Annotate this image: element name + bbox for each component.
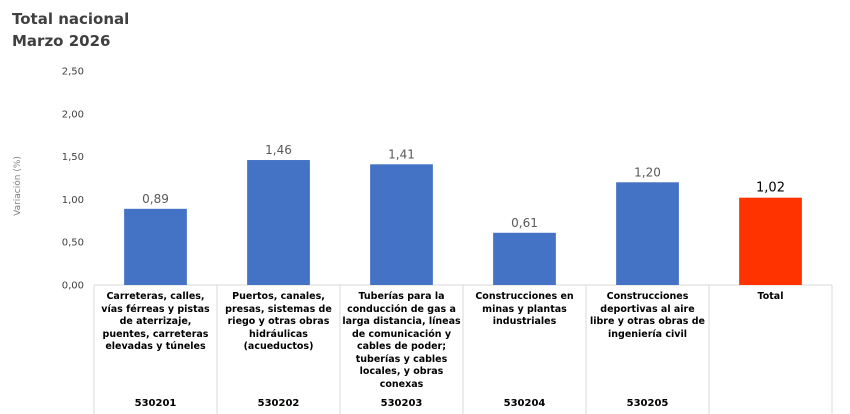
- y-tick-label: 1,50: [62, 152, 84, 163]
- y-tick-label: 1,00: [62, 195, 84, 206]
- bar-total: [739, 197, 802, 285]
- category-label: Total: [757, 291, 784, 302]
- category-label: Tuberías para la conducción de gas a lar…: [342, 291, 461, 390]
- data-label: 1,41: [388, 147, 415, 161]
- data-label: 1,20: [634, 165, 661, 179]
- category-code: 530202: [257, 398, 300, 409]
- category-code: 530204: [503, 398, 546, 409]
- category-code: 530205: [626, 398, 669, 409]
- bar: [124, 208, 187, 285]
- bar: [493, 232, 556, 285]
- bar: [616, 182, 679, 285]
- category-label: Construcciones en minas y plantas indust…: [475, 291, 574, 327]
- category-label: Construcciones deportivas al aire libre …: [589, 291, 705, 340]
- data-label: 1,46: [265, 143, 292, 157]
- y-tick-label: 2,50: [62, 67, 84, 78]
- category-code: 530201: [134, 398, 177, 409]
- data-label: 0,89: [142, 192, 169, 206]
- bar: [370, 164, 433, 285]
- y-tick-label: 0,50: [62, 238, 84, 249]
- data-label: 1,02: [756, 181, 785, 196]
- y-axis-label: Variación (%): [12, 156, 23, 216]
- chart-title-line2: Marzo 2026: [12, 32, 111, 50]
- chart-title: Total nacional Marzo 2026: [12, 8, 129, 52]
- y-tick-label: 0,00: [62, 281, 84, 292]
- data-label: 0,61: [511, 216, 538, 230]
- y-tick-label: 2,00: [62, 109, 84, 120]
- category-code: 530203: [380, 398, 423, 409]
- chart-title-line1: Total nacional: [12, 10, 130, 28]
- category-label: Puertos, canales, presas, sistemas de ri…: [225, 291, 332, 352]
- category-label: Carreteras, calles, vías férreas y pista…: [101, 291, 210, 352]
- bar: [247, 160, 310, 285]
